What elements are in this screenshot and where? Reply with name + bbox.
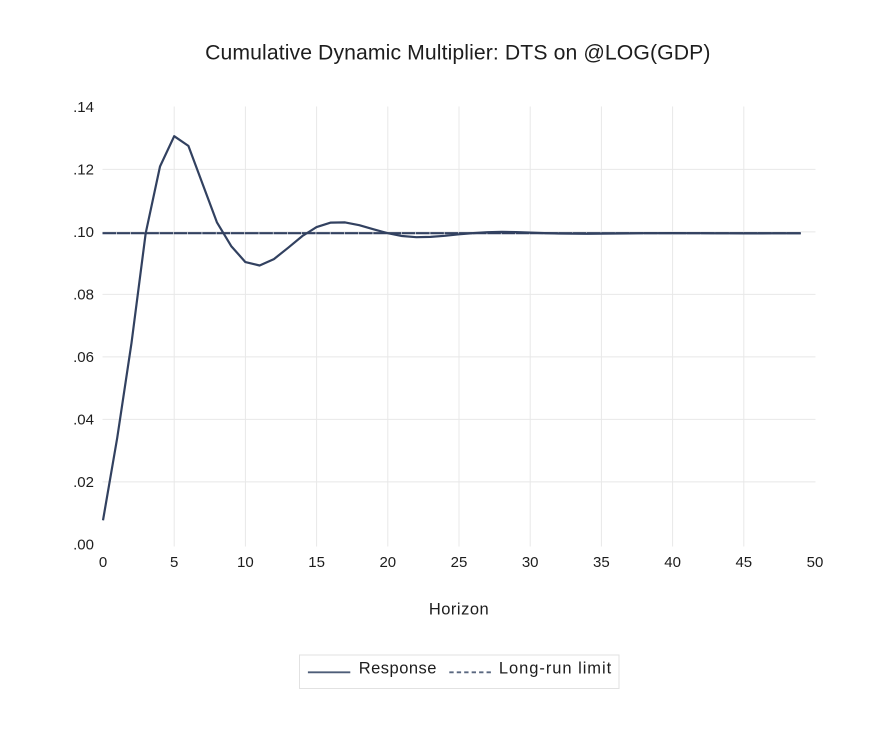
svg-text:.02: .02 [73, 474, 94, 491]
svg-text:20: 20 [379, 554, 396, 571]
svg-text:.14: .14 [73, 99, 94, 116]
svg-text:10: 10 [237, 554, 254, 571]
svg-text:30: 30 [522, 554, 539, 571]
svg-text:Response: Response [359, 660, 437, 678]
svg-text:.12: .12 [73, 162, 94, 179]
svg-text:5: 5 [170, 554, 178, 571]
svg-text:40: 40 [664, 554, 681, 571]
svg-text:45: 45 [735, 554, 752, 571]
svg-text:50: 50 [807, 554, 824, 571]
svg-text:15: 15 [308, 554, 325, 571]
svg-text:.06: .06 [73, 349, 94, 366]
svg-text:.00: .00 [73, 537, 94, 554]
svg-text:Horizon: Horizon [429, 601, 489, 619]
svg-text:0: 0 [99, 554, 107, 571]
svg-text:.10: .10 [73, 224, 94, 241]
svg-text:25: 25 [451, 554, 468, 571]
svg-text:35: 35 [593, 554, 610, 571]
svg-text:.04: .04 [73, 412, 94, 429]
svg-text:.08: .08 [73, 287, 94, 304]
svg-text:Long-run limit: Long-run limit [499, 660, 612, 678]
svg-text:Cumulative Dynamic Multiplier:: Cumulative Dynamic Multiplier: DTS on @L… [205, 41, 710, 64]
